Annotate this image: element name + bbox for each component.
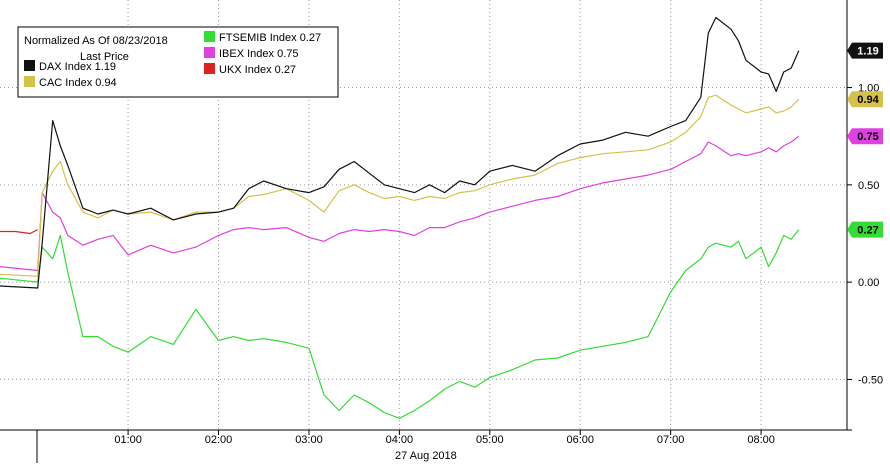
legend-label-dax: DAX Index 1.19 xyxy=(39,61,116,73)
x-tick-label: 03:00 xyxy=(295,434,323,446)
last-value-tags: 1.19 0.94 0.75 0.27 xyxy=(847,42,883,238)
value-tag-ftsemib xyxy=(847,221,883,238)
value-tag-label-ibex: 0.75 xyxy=(857,131,878,143)
y-tick-label: 0.00 xyxy=(858,277,879,289)
x-axis-date-label: 27 Aug 2018 xyxy=(395,450,457,462)
value-tag-label-ftsemib: 0.27 xyxy=(857,225,878,237)
series-line-ibex xyxy=(0,135,800,272)
x-tick-label: 06:00 xyxy=(566,434,594,446)
x-tick-label: 05:00 xyxy=(476,434,504,446)
legend-swatch-cac xyxy=(24,76,35,87)
x-tick-label: 01:00 xyxy=(114,434,142,446)
x-tick-label: 08:00 xyxy=(747,434,775,446)
legend-label-ibex: IBEX Index 0.75 xyxy=(219,48,299,60)
legend-label-ftsemib: FTSEMIB Index 0.27 xyxy=(219,32,321,44)
value-tag-ibex xyxy=(847,128,883,145)
legend-title: Normalized As Of 08/23/2018 xyxy=(24,35,168,47)
legend-label-cac: CAC Index 0.94 xyxy=(39,77,117,89)
legend-swatch-dax xyxy=(24,60,35,71)
value-tag-label-cac: 0.94 xyxy=(857,94,879,106)
legend-box xyxy=(17,26,339,98)
series-line-cac xyxy=(0,94,800,277)
legend-swatch-ibex xyxy=(204,47,215,58)
x-tick-label: 04:00 xyxy=(386,434,414,446)
series-lines xyxy=(0,16,800,419)
value-tag-dax xyxy=(847,42,883,59)
series-line-ftsemib xyxy=(0,229,800,419)
y-tick-label: 0.50 xyxy=(858,180,879,192)
grid-lines xyxy=(0,0,852,463)
legend-subtitle: Last Price xyxy=(80,51,129,63)
legend: Normalized As Of 08/23/2018 Last Price D… xyxy=(17,26,339,98)
x-tick-label: 07:00 xyxy=(657,434,685,446)
series-line-dax xyxy=(0,16,800,289)
legend-swatch-ukx xyxy=(204,63,215,74)
legend-swatch-ftsemib xyxy=(204,31,215,42)
legend-label-ukx: UKX Index 0.27 xyxy=(219,64,296,76)
y-tick-label: -0.50 xyxy=(858,374,883,386)
x-tick-label: 02:00 xyxy=(205,434,233,446)
series-line-ukx xyxy=(0,229,38,235)
value-tag-label-dax: 1.19 xyxy=(857,46,878,58)
value-tag-cac xyxy=(847,91,883,108)
